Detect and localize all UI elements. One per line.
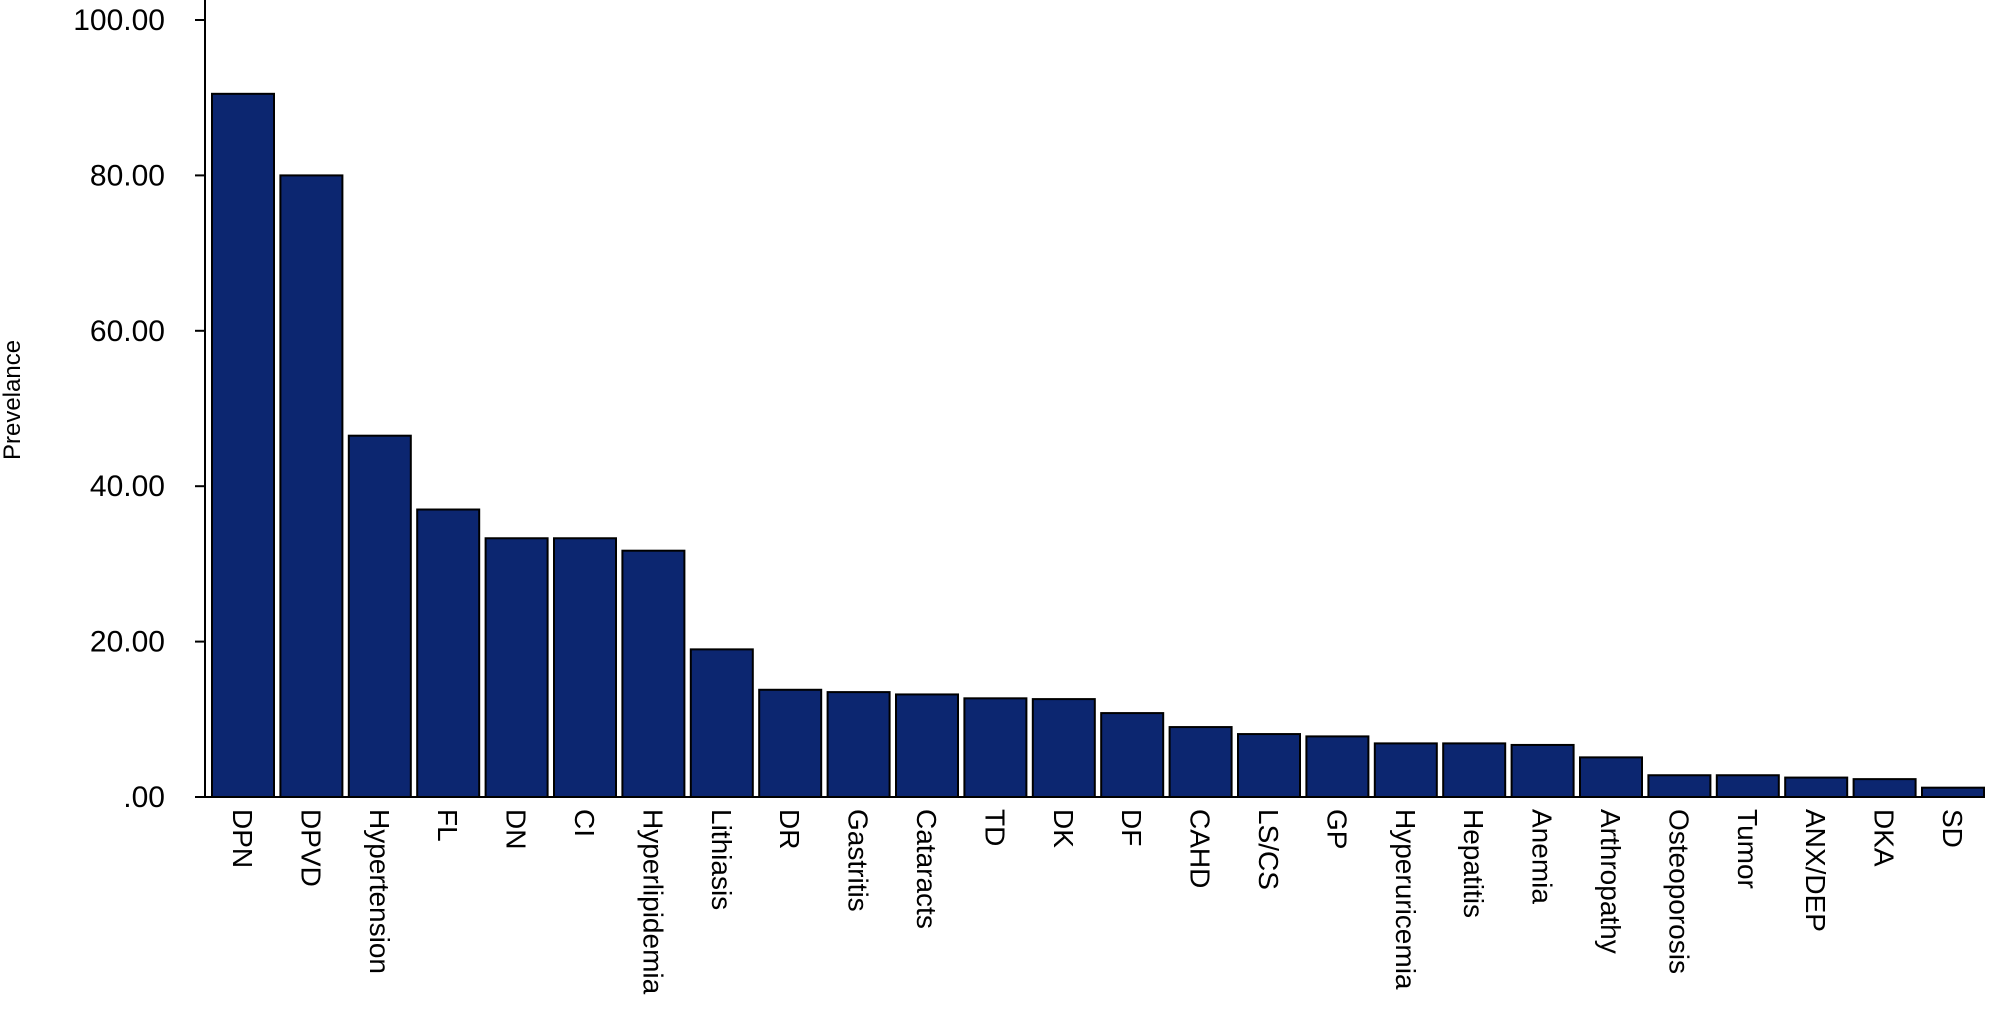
bar-cataracts (895, 693, 959, 798)
bar-hyperlipidemia (621, 549, 686, 798)
bar-fl (416, 508, 481, 798)
bar-lithiasis (689, 648, 754, 798)
x-category-label: Arthropathy (1595, 809, 1626, 954)
bar-dka (1852, 778, 1917, 799)
bar-df (1100, 712, 1165, 798)
bar-osteoporosis (1647, 774, 1712, 799)
bar-arthropathy (1579, 756, 1643, 798)
x-category-label: Cataracts (911, 809, 942, 929)
bar-dpvd (279, 174, 344, 798)
x-category-label: Osteoporosis (1663, 809, 1694, 974)
x-category-label: Lithiasis (706, 809, 737, 910)
x-category-label: DF (1116, 809, 1147, 846)
x-category-label: GP (1321, 809, 1352, 849)
x-category-label: Tumor (1732, 809, 1763, 889)
bar-sd (1921, 786, 1985, 799)
y-tick-label: 40.00 (90, 470, 165, 503)
x-category-label: FL (432, 809, 463, 842)
x-category-label: Hyperlipidemia (637, 809, 668, 995)
bar-ls-cs (1237, 733, 1301, 798)
bar-tumor (1715, 774, 1780, 799)
bar-anemia (1510, 743, 1575, 798)
x-category-label: CAHD (1185, 809, 1216, 888)
y-axis-ticks: .00 20.00 40.00 60.00 80.00 100.00 (73, 4, 205, 814)
y-axis-title: Prevelance (0, 340, 26, 460)
x-category-label: TD (979, 809, 1010, 846)
x-category-label: Gastritis (843, 809, 874, 912)
bars-group (211, 92, 1985, 799)
bar-hepatitis (1442, 742, 1507, 799)
bar-gp (1305, 735, 1370, 798)
x-category-label: DPN (227, 809, 258, 868)
x-category-label: Hyperuricemia (1390, 809, 1421, 990)
bar-hypertension (347, 434, 412, 798)
bar-ci (553, 537, 617, 798)
x-category-label: Anemia (1527, 809, 1558, 904)
x-category-label: ANX/DEP (1800, 809, 1831, 932)
x-category-label: DPVD (295, 809, 326, 887)
y-tick-label: .00 (123, 781, 165, 814)
bar-dr (758, 688, 823, 798)
bar-dn (484, 537, 549, 798)
x-category-label: Hepatitis (1458, 809, 1489, 918)
x-category-label: SD (1937, 809, 1968, 848)
bar-hyperuricemia (1373, 742, 1438, 799)
x-category-label: CI (569, 809, 600, 837)
x-category-label: DN (501, 809, 532, 849)
x-category-label: DK (1048, 809, 1079, 848)
bar-cahd (1168, 726, 1233, 799)
y-tick-label: 60.00 (90, 315, 165, 348)
bar-td (963, 697, 1028, 798)
bar-dpn (211, 92, 275, 798)
x-category-label: DKA (1869, 809, 1900, 867)
y-tick-label: 80.00 (90, 159, 165, 192)
x-category-label: LS/CS (1253, 809, 1284, 890)
bar-gastritis (826, 691, 891, 798)
x-axis-labels: DPN DPVD Hypertension FL DN CI Hyperlipidemia L… (227, 809, 1968, 995)
bar-anx-dep (1784, 776, 1849, 799)
y-tick-label: 100.00 (73, 4, 165, 37)
bar-dk (1031, 698, 1096, 799)
x-category-label: DR (774, 809, 805, 849)
y-tick-label: 20.00 (90, 626, 165, 659)
x-category-label: Hypertension (364, 809, 395, 974)
